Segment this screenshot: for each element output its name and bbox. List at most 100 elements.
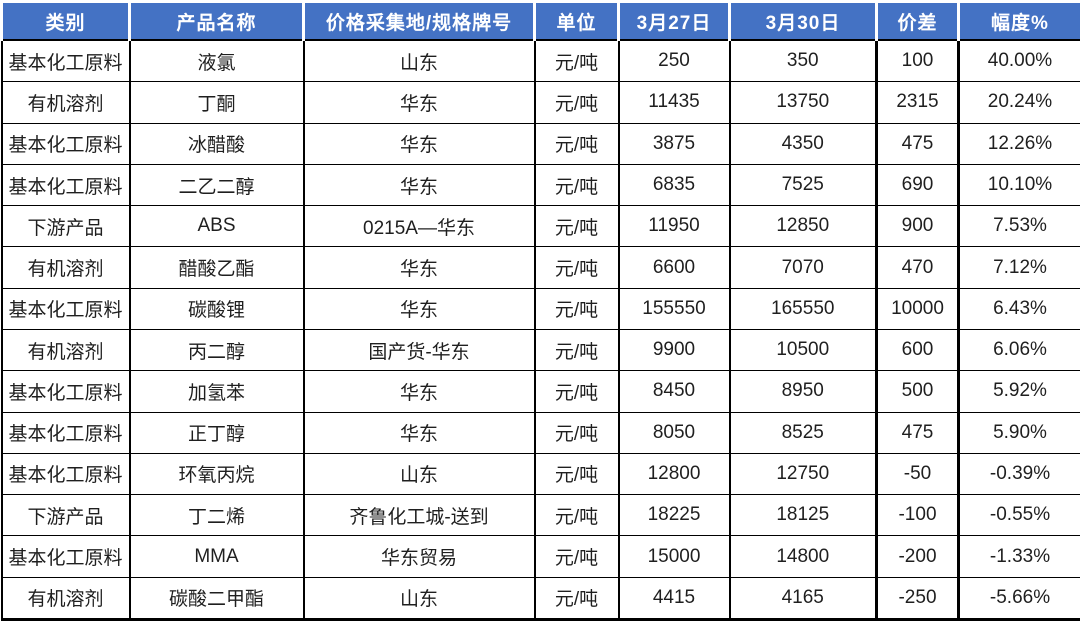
cell-category: 基本化工原料	[0, 535, 131, 578]
cell-diff: 690	[875, 163, 960, 207]
cell-diff: -50	[875, 452, 960, 496]
table-row: 基本化工原料 环氧丙烷 山东 元/吨 12800 12750 -50 -0.39%	[0, 452, 1080, 496]
cell-pct: 6.06%	[957, 328, 1080, 372]
table-row: 有机溶剂 醋酸乙酯 华东 元/吨 6600 7070 470 7.12%	[0, 246, 1080, 289]
table-row: 基本化工原料 冰醋酸 华东 元/吨 3875 4350 475 12.26%	[0, 122, 1080, 165]
cell-pct: 7.53%	[957, 205, 1080, 248]
cell-product: 冰醋酸	[128, 122, 305, 165]
cell-unit: 元/吨	[533, 81, 620, 124]
cell-price-0327: 12800	[617, 452, 731, 496]
cell-category: 有机溶剂	[0, 328, 131, 372]
header-source: 价格采集地/规格牌号	[302, 0, 536, 41]
header-row: 类别 产品名称 价格采集地/规格牌号 单位 3月27日 3月30日 价差 幅度%	[0, 0, 1080, 41]
cell-product: MMA	[128, 535, 305, 578]
cell-pct: -5.66%	[957, 576, 1080, 622]
cell-pct: 7.12%	[957, 246, 1080, 289]
header-product: 产品名称	[128, 0, 305, 41]
cell-source: 山东	[302, 576, 536, 622]
table-row: 基本化工原料 正丁醇 华东 元/吨 8050 8525 475 5.90%	[0, 411, 1080, 454]
cell-price-0327: 11435	[617, 81, 731, 124]
table-body: 基本化工原料 液氯 山东 元/吨 250 350 100 40.00% 有机溶剂 丁酮 华东 元/吨 1…	[0, 39, 1080, 622]
cell-price-0327: 8050	[617, 411, 731, 454]
cell-product: ABS	[128, 205, 305, 248]
cell-diff: 475	[875, 122, 960, 165]
table-row: 基本化工原料 加氢苯 华东 元/吨 8450 8950 500 5.92%	[0, 370, 1080, 413]
cell-source: 华东	[302, 81, 536, 124]
table-row: 下游产品 ABS 0215A—华东 元/吨 11950 12850 900 7.53%	[0, 205, 1080, 248]
cell-product: 碳酸锂	[128, 287, 305, 330]
cell-source: 华东贸易	[302, 535, 536, 578]
cell-price-0330: 7525	[728, 163, 878, 207]
header-category: 类别	[0, 0, 131, 41]
cell-diff: 475	[875, 411, 960, 454]
cell-category: 下游产品	[0, 494, 131, 537]
header-unit: 单位	[533, 0, 620, 41]
cell-diff: -100	[875, 494, 960, 537]
table-row: 下游产品 丁二烯 齐鲁化工城-送到 元/吨 18225 18125 -100 -0.55%	[0, 494, 1080, 537]
cell-price-0330: 13750	[728, 81, 878, 124]
cell-price-0330: 8950	[728, 370, 878, 413]
cell-source: 山东	[302, 452, 536, 496]
cell-price-0327: 3875	[617, 122, 731, 165]
cell-category: 基本化工原料	[0, 39, 131, 83]
cell-source: 0215A—华东	[302, 205, 536, 248]
header-diff: 价差	[875, 0, 960, 41]
cell-category: 有机溶剂	[0, 246, 131, 289]
cell-unit: 元/吨	[533, 163, 620, 207]
cell-pct: 20.24%	[957, 81, 1080, 124]
cell-unit: 元/吨	[533, 246, 620, 289]
cell-diff: 100	[875, 39, 960, 83]
cell-product: 丙二醇	[128, 328, 305, 372]
cell-source: 华东	[302, 246, 536, 289]
cell-unit: 元/吨	[533, 370, 620, 413]
cell-product: 丁酮	[128, 81, 305, 124]
cell-diff: 500	[875, 370, 960, 413]
header-date-0327: 3月27日	[617, 0, 731, 41]
cell-price-0330: 7070	[728, 246, 878, 289]
cell-unit: 元/吨	[533, 39, 620, 83]
cell-unit: 元/吨	[533, 328, 620, 372]
cell-source: 华东	[302, 370, 536, 413]
cell-product: 液氯	[128, 39, 305, 83]
cell-pct: 40.00%	[957, 39, 1080, 83]
cell-diff: -250	[875, 576, 960, 622]
cell-price-0330: 12850	[728, 205, 878, 248]
cell-pct: 6.43%	[957, 287, 1080, 330]
cell-unit: 元/吨	[533, 494, 620, 537]
cell-price-0330: 12750	[728, 452, 878, 496]
cell-source: 国产货-华东	[302, 328, 536, 372]
table-row: 有机溶剂 丁酮 华东 元/吨 11435 13750 2315 20.24%	[0, 81, 1080, 124]
cell-price-0330: 18125	[728, 494, 878, 537]
cell-pct: -1.33%	[957, 535, 1080, 578]
cell-source: 华东	[302, 287, 536, 330]
cell-product: 正丁醇	[128, 411, 305, 454]
cell-source: 齐鲁化工城-送到	[302, 494, 536, 537]
cell-price-0327: 6600	[617, 246, 731, 289]
cell-unit: 元/吨	[533, 452, 620, 496]
table-row: 基本化工原料 MMA 华东贸易 元/吨 15000 14800 -200 -1.33%	[0, 535, 1080, 578]
cell-unit: 元/吨	[533, 287, 620, 330]
cell-category: 下游产品	[0, 205, 131, 248]
cell-category: 基本化工原料	[0, 411, 131, 454]
cell-price-0330: 4165	[728, 576, 878, 622]
cell-diff: 10000	[875, 287, 960, 330]
cell-category: 基本化工原料	[0, 122, 131, 165]
cell-price-0327: 250	[617, 39, 731, 83]
cell-pct: -0.55%	[957, 494, 1080, 537]
cell-category: 有机溶剂	[0, 576, 131, 622]
cell-source: 山东	[302, 39, 536, 83]
cell-source: 华东	[302, 163, 536, 207]
cell-pct: -0.39%	[957, 452, 1080, 496]
cell-unit: 元/吨	[533, 205, 620, 248]
cell-price-0330: 10500	[728, 328, 878, 372]
cell-price-0327: 18225	[617, 494, 731, 537]
cell-source: 华东	[302, 411, 536, 454]
cell-diff: 2315	[875, 81, 960, 124]
cell-diff: 600	[875, 328, 960, 372]
cell-pct: 12.26%	[957, 122, 1080, 165]
cell-unit: 元/吨	[533, 535, 620, 578]
table-row: 基本化工原料 液氯 山东 元/吨 250 350 100 40.00%	[0, 39, 1080, 83]
header-pct: 幅度%	[957, 0, 1080, 41]
cell-pct: 5.92%	[957, 370, 1080, 413]
cell-category: 有机溶剂	[0, 81, 131, 124]
